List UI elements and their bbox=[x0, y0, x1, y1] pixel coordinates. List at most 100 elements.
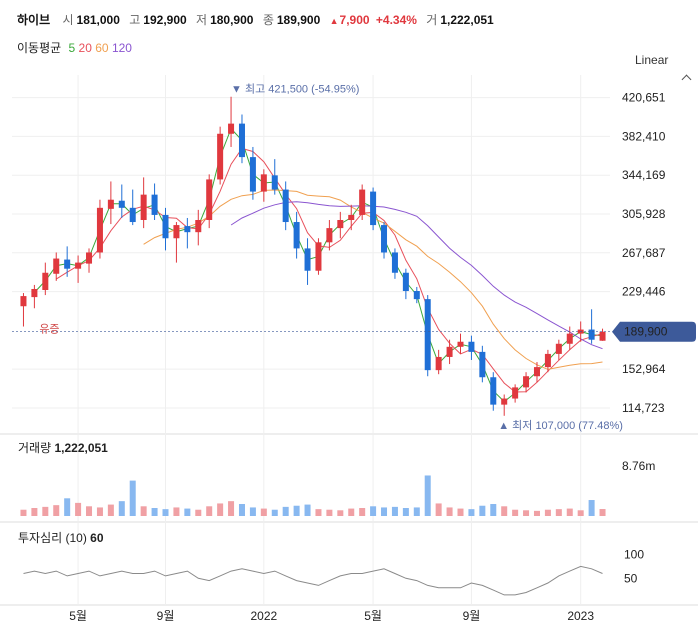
candle-body bbox=[293, 222, 300, 249]
price-tick-label: 229,446 bbox=[622, 285, 666, 299]
volume-bar bbox=[533, 510, 540, 516]
ma60-legend[interactable]: 60 bbox=[95, 41, 109, 55]
x-tick-label: 9월 bbox=[157, 609, 175, 623]
volume-bar bbox=[75, 502, 82, 516]
volume-bar bbox=[195, 509, 202, 516]
stock-name: 하이브 bbox=[17, 13, 51, 27]
moving-average-legend[interactable]: 이동평균 5 20 60 120 bbox=[17, 39, 132, 56]
candle-body bbox=[359, 189, 366, 215]
candle-body bbox=[64, 259, 71, 269]
candle-body bbox=[588, 329, 595, 340]
candle-body bbox=[260, 174, 267, 192]
candle-body bbox=[315, 242, 322, 271]
volume-bar bbox=[370, 506, 377, 516]
volume-bar bbox=[348, 508, 355, 516]
candle-body bbox=[370, 191, 377, 226]
volume-bar bbox=[490, 504, 497, 516]
candle-body bbox=[555, 343, 562, 354]
candle-body bbox=[129, 207, 136, 223]
candle-body bbox=[566, 333, 573, 344]
volume-bar bbox=[512, 509, 519, 516]
volume-bar bbox=[588, 500, 595, 516]
ma120-legend[interactable]: 120 bbox=[111, 41, 132, 55]
candle-body bbox=[457, 341, 464, 347]
candle-body bbox=[381, 225, 388, 253]
volume-bar bbox=[435, 503, 442, 516]
volume-bar bbox=[555, 509, 562, 516]
volume-pane-title: 거래량 1,222,051 bbox=[18, 441, 108, 455]
candle-body bbox=[523, 376, 530, 388]
volume-bar bbox=[446, 507, 453, 516]
candle-body bbox=[304, 248, 311, 271]
price-summary: 하이브 시 181,000 고 192,900 저 180,900 종 189,900 … bbox=[17, 11, 500, 28]
open-value: 181,000 bbox=[76, 13, 120, 27]
volume-bar bbox=[53, 505, 60, 516]
volume-current-value: 1,222,051 bbox=[54, 441, 108, 455]
candle-body bbox=[599, 331, 606, 341]
low-value: 180,900 bbox=[210, 13, 254, 27]
price-tick-label: 382,410 bbox=[622, 129, 666, 143]
candle-body bbox=[75, 262, 82, 269]
volume-bar bbox=[457, 508, 464, 516]
candle-body bbox=[228, 123, 235, 134]
volume-bar bbox=[217, 503, 224, 516]
candle-body bbox=[271, 175, 278, 190]
candle-body bbox=[217, 133, 224, 180]
ma20-legend[interactable]: 20 bbox=[78, 41, 92, 55]
candle-body bbox=[337, 220, 344, 229]
ma20-line bbox=[55, 147, 603, 393]
candle-body bbox=[238, 123, 245, 158]
x-tick-label: 2023 bbox=[567, 609, 594, 623]
candle-body bbox=[53, 258, 60, 274]
volume-bar bbox=[96, 507, 103, 516]
candle-body bbox=[140, 194, 147, 220]
sentiment-current-value: 60 bbox=[90, 531, 104, 545]
scale-mode-button[interactable]: Linear bbox=[635, 53, 669, 67]
candle-body bbox=[195, 220, 202, 233]
price-tick-label: 305,928 bbox=[622, 207, 666, 221]
volume-bar bbox=[140, 506, 147, 516]
price-tick-label: 152,964 bbox=[622, 362, 666, 376]
ma5-legend[interactable]: 5 bbox=[68, 41, 76, 55]
sentiment-axis-tick: 50 bbox=[624, 571, 638, 585]
candle-body bbox=[86, 252, 93, 264]
candle-body bbox=[249, 157, 256, 192]
candle-body bbox=[96, 207, 103, 253]
volume-bar bbox=[479, 505, 486, 516]
volume-bar bbox=[402, 508, 409, 516]
volume-bar bbox=[391, 506, 398, 516]
candle-body bbox=[544, 353, 551, 368]
candle-body bbox=[206, 179, 213, 220]
candle-body bbox=[435, 356, 442, 371]
candle-body bbox=[501, 398, 508, 405]
candle-body bbox=[490, 377, 497, 405]
candle-body bbox=[402, 272, 409, 292]
volume-bar bbox=[162, 509, 169, 516]
candle-body bbox=[479, 351, 486, 378]
high-annotation: ▼ 최고 421,500 (-54.95%) bbox=[231, 83, 359, 96]
close-value: 189,900 bbox=[276, 13, 321, 27]
volume-bar bbox=[282, 506, 289, 516]
volume-label: 거 bbox=[426, 13, 438, 27]
price-tick-label: 420,651 bbox=[622, 91, 666, 105]
change-percent: +4.34% bbox=[375, 13, 417, 27]
volume-bar bbox=[359, 508, 366, 516]
candle-body bbox=[348, 214, 355, 220]
close-label: 종 bbox=[262, 13, 274, 27]
volume-bar bbox=[599, 509, 606, 516]
chart-header: 하이브 시 181,000 고 192,900 저 180,900 종 189,900 … bbox=[0, 0, 698, 60]
candle-body bbox=[424, 299, 431, 371]
change-up-icon: ▲ bbox=[329, 16, 339, 26]
volume-bar bbox=[577, 510, 584, 516]
candle-body bbox=[446, 346, 453, 357]
volume-bar bbox=[315, 509, 322, 516]
volume-bar bbox=[238, 504, 245, 516]
candle-body bbox=[173, 225, 180, 239]
low-label: 저 bbox=[196, 13, 208, 27]
volume-bar bbox=[228, 501, 235, 516]
volume-bar bbox=[326, 509, 333, 516]
candle-body bbox=[468, 341, 475, 352]
volume-bar bbox=[64, 498, 71, 516]
volume-bar bbox=[260, 508, 267, 516]
